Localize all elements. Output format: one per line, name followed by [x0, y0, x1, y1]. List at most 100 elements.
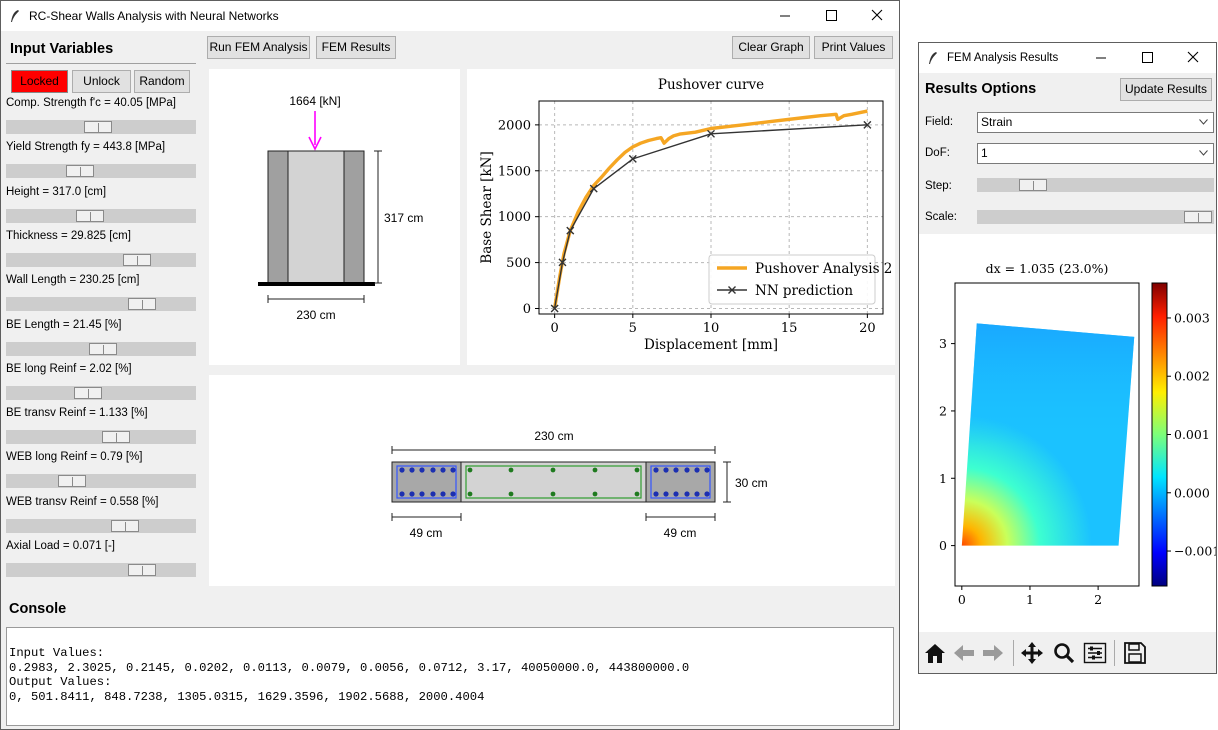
y-tick-label: 2	[939, 403, 947, 418]
fem-results-button[interactable]: FEM Results	[316, 36, 396, 59]
clear-graph-button[interactable]: Clear Graph	[732, 36, 810, 59]
pan-icon[interactable]	[1018, 640, 1046, 666]
y-tick-label: 1000	[498, 210, 531, 225]
input-slider[interactable]	[6, 120, 196, 134]
input-slider[interactable]	[6, 474, 196, 489]
console-line: Output Values:	[9, 675, 112, 690]
unlock-button[interactable]: Unlock	[72, 70, 131, 93]
results-options-header: Results Options	[925, 81, 1037, 97]
slider-thumb[interactable]	[102, 431, 130, 444]
slider-label: BE Length = 21.45 [%]	[6, 318, 122, 331]
slider-thumb[interactable]	[58, 475, 86, 488]
input-slider[interactable]	[6, 297, 196, 312]
input-slider[interactable]	[6, 430, 196, 445]
home-icon[interactable]	[921, 640, 949, 666]
y-axis-label: Base Shear [kN]	[479, 151, 495, 263]
chart-title: Pushover curve	[658, 77, 764, 93]
colorbar-tick-label: 0.003	[1174, 310, 1210, 325]
run-fem-analysis-button[interactable]: Run FEM Analysis	[207, 36, 310, 59]
strain-contour-chart: 0 1 2 0 1 2 3 dx = 1.035 (23.0%) −0.001 0.000 0.00…	[939, 261, 1218, 607]
boundary-rebar	[440, 491, 446, 497]
main-titlebar: RC-Shear Walls Analysis with Neural Netw…	[1, 1, 899, 31]
nn-prediction-point	[558, 258, 567, 267]
boundary-rebar	[399, 467, 405, 473]
nn-prediction-point	[589, 184, 598, 193]
pushover-chart-panel: 0 5 10 15 20 0 500 1000 1500 2000 Pushover curve Di…	[467, 69, 895, 365]
console-output[interactable]: Input Values: 0.2983, 2.3025, 0.2145, 0.…	[6, 627, 894, 726]
web-rebar	[550, 467, 556, 473]
back-icon[interactable]	[950, 640, 978, 666]
dof-value: 1	[981, 146, 988, 160]
scale-slider[interactable]	[977, 210, 1214, 224]
random-button[interactable]: Random	[134, 70, 190, 93]
close-icon[interactable]	[1171, 43, 1215, 73]
slider-label: WEB long Reinf = 0.79 [%]	[6, 451, 143, 464]
slider-thumb[interactable]	[111, 519, 139, 532]
slider-thumb[interactable]	[74, 386, 102, 399]
web-rebar	[467, 467, 473, 473]
slider-thumb[interactable]	[84, 121, 112, 133]
header-separator	[6, 63, 196, 64]
input-slider[interactable]	[6, 518, 196, 533]
input-variables-header: Input Variables	[10, 41, 114, 57]
wall-elevation-panel: 1664 [kN] 317 cm 230 cm	[209, 69, 460, 365]
x-axis-label: Displacement [mm]	[644, 337, 778, 353]
slider-thumb[interactable]	[89, 342, 117, 355]
input-slider[interactable]	[6, 563, 196, 577]
slider-label: BE transv Reinf = 1.133 [%]	[6, 407, 148, 420]
minimize-icon[interactable]	[762, 1, 808, 31]
input-slider[interactable]	[6, 385, 196, 400]
print-values-button[interactable]: Print Values	[814, 36, 893, 59]
step-label: Step:	[925, 180, 952, 192]
close-icon[interactable]	[854, 1, 900, 31]
field-select[interactable]: Strain	[977, 112, 1214, 133]
slider-thumb[interactable]	[76, 209, 104, 222]
web-rebar	[467, 491, 473, 497]
feather-icon	[11, 10, 19, 22]
boundary-rebar	[684, 491, 690, 497]
update-results-button[interactable]: Update Results	[1120, 78, 1212, 101]
boundary-rebar	[663, 491, 669, 497]
boundary-rebar	[450, 491, 456, 497]
locked-button[interactable]: Locked	[11, 70, 68, 93]
input-slider[interactable]	[6, 208, 196, 223]
chevron-down-icon	[1199, 150, 1208, 156]
y-tick-label: 0	[523, 302, 531, 317]
slider-thumb[interactable]	[128, 298, 156, 311]
wall-elevation-drawing: 1664 [kN] 317 cm 230 cm	[258, 94, 423, 322]
nn-prediction-point	[863, 120, 872, 129]
main-window-title: RC-Shear Walls Analysis with Neural Netw…	[29, 9, 279, 23]
y-tick-label: 2000	[498, 118, 531, 133]
colorbar-tick-label: 0.002	[1174, 369, 1210, 384]
scale-slider-thumb[interactable]	[1184, 211, 1212, 223]
zoom-icon[interactable]	[1050, 640, 1078, 666]
maximize-icon[interactable]	[1125, 43, 1169, 73]
heatmap-title: dx = 1.035 (23.0%)	[986, 261, 1109, 276]
input-slider[interactable]	[6, 341, 196, 356]
web-rebar	[634, 467, 640, 473]
input-slider[interactable]	[6, 252, 196, 267]
y-tick-label: 1500	[498, 164, 531, 179]
main-window: RC-Shear Walls Analysis with Neural Netw…	[0, 0, 900, 730]
slider-thumb[interactable]	[128, 564, 156, 576]
step-slider[interactable]	[977, 178, 1214, 192]
input-slider[interactable]	[6, 164, 196, 179]
minimize-icon[interactable]	[1079, 43, 1123, 73]
forward-icon[interactable]	[979, 640, 1007, 666]
nn-prediction-point	[628, 154, 637, 163]
dof-select[interactable]: 1	[977, 143, 1214, 164]
web-rebar	[508, 491, 514, 497]
maximize-icon[interactable]	[808, 1, 854, 31]
console-line: Input Values:	[9, 646, 105, 660]
slider-thumb[interactable]	[123, 253, 151, 266]
chart-legend: Pushover Analysis 2 NN prediction	[708, 254, 892, 305]
slider-thumb[interactable]	[66, 165, 94, 178]
slider-label: WEB transv Reinf = 0.558 [%]	[6, 495, 159, 508]
console-line: 0.2983, 2.3025, 0.2145, 0.0202, 0.0113, …	[9, 660, 690, 675]
configure-icon[interactable]	[1081, 640, 1109, 666]
save-icon[interactable]	[1121, 640, 1149, 666]
step-slider-thumb[interactable]	[1019, 179, 1047, 191]
console-header: Console	[9, 601, 67, 617]
colorbar-tick-label: −0.001	[1174, 544, 1216, 559]
web-rebar	[508, 467, 514, 473]
